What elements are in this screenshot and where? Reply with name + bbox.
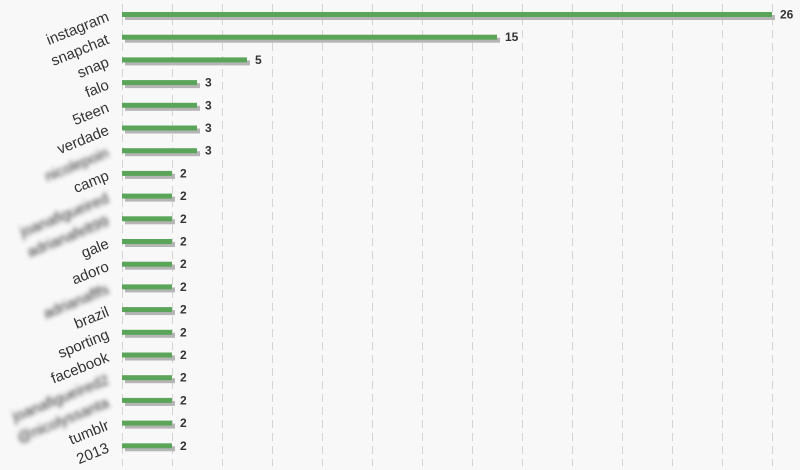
bar-falo <box>122 80 197 86</box>
bar-brazil <box>122 307 172 313</box>
bar-shadow <box>125 446 175 452</box>
bar-verdade <box>122 125 197 131</box>
bar-shadow <box>125 332 175 338</box>
bar-shadow <box>125 196 175 202</box>
bar-5teen <box>122 102 197 108</box>
value-label: 2 <box>180 212 187 226</box>
bar-gale <box>122 239 172 244</box>
bar-adrianaflfs <box>122 284 172 290</box>
bar-shadow <box>125 310 175 316</box>
bar-tumblr <box>122 420 172 426</box>
value-label: 15 <box>505 30 519 44</box>
bar-shadow <box>125 15 775 20</box>
value-label: 2 <box>180 280 187 294</box>
bar-shadow <box>125 287 175 293</box>
bar-shadow <box>125 60 250 66</box>
bar-instagram <box>122 12 772 17</box>
grid-lines <box>122 4 773 466</box>
bar-shadow <box>125 219 175 225</box>
value-label: 2 <box>180 189 187 203</box>
bar-shadow <box>125 151 200 157</box>
bar-shadow <box>125 378 175 384</box>
bar-adrianafelt99 <box>122 216 172 222</box>
bar-shadow <box>125 264 175 270</box>
value-label: 2 <box>180 166 187 180</box>
bar-snap <box>122 57 247 63</box>
bar-shadow <box>125 105 200 111</box>
bar-sporting <box>122 329 172 335</box>
value-label: 2 <box>180 393 187 407</box>
bar-2013 <box>122 443 172 449</box>
value-label: 3 <box>205 76 212 90</box>
value-label: 2 <box>180 325 187 339</box>
bar-@nicolyssanta <box>122 397 172 403</box>
bar-shadow <box>125 83 200 89</box>
bar-nicolepoin <box>122 148 197 154</box>
bar-joanafigueired2 <box>122 375 172 381</box>
bars <box>122 12 775 452</box>
value-label: 2 <box>180 257 187 271</box>
bar-joanafigueired <box>122 193 172 199</box>
bar-shadow <box>125 355 175 361</box>
value-label: 2 <box>180 371 187 385</box>
value-label: 3 <box>205 98 212 112</box>
bar-shadow <box>125 37 500 43</box>
value-label: 3 <box>205 121 212 135</box>
bar-shadow <box>125 423 175 429</box>
bar-facebook <box>122 352 172 358</box>
bar-shadow <box>125 128 200 134</box>
value-label: 2 <box>180 416 187 430</box>
value-label: 2 <box>180 235 187 249</box>
value-label: 2 <box>180 348 187 362</box>
value-label: 3 <box>205 144 212 158</box>
value-label: 2 <box>180 439 187 453</box>
value-label: 5 <box>255 53 262 67</box>
bar-snapchat <box>122 34 497 40</box>
value-label: 2 <box>180 303 187 317</box>
bar-camp <box>122 170 172 176</box>
bar-shadow <box>125 173 175 179</box>
bar-shadow <box>125 400 175 406</box>
bar-shadow <box>125 242 175 247</box>
value-label: 26 <box>780 8 794 22</box>
bar-adoro <box>122 261 172 267</box>
value-labels: 26 15 5 3 3 3 3 2 2 2 2 2 2 2 2 2 2 2 2 2 <box>180 8 794 453</box>
